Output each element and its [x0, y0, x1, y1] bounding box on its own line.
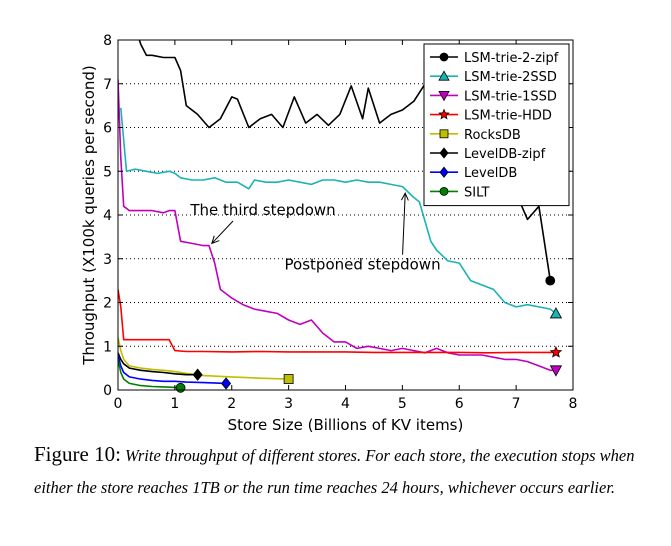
y-tick-label-2: 2 [103, 296, 112, 312]
throughput-chart: 0 1 2 3 4 5 6 7 8 0 1 2 3 4 5 6 7 8 Store Size (Billions … [80, 33, 577, 434]
series-end-marker-5 [192, 368, 203, 381]
legend: LSM-trie-2-zipf LSM-trie-2SSD LSM-trie-1SS… [423, 43, 570, 207]
legend-marker-0 [439, 52, 449, 62]
x-tick-label-8: 8 [569, 396, 578, 412]
caption-label: Figure 10: [34, 442, 121, 466]
x-tick-label-7: 7 [512, 396, 521, 412]
legend-marker-5 [439, 147, 449, 159]
x-tick-label-3: 3 [284, 396, 293, 412]
series-end-marker-1 [549, 307, 563, 319]
y-tick-label-1: 1 [103, 339, 112, 355]
legend-box [423, 43, 570, 207]
series-line-3 [118, 289, 556, 354]
legend-label-1: LSM-trie-2SSD [464, 70, 557, 85]
series-line-7 [118, 359, 181, 389]
annotation-text-0: The third stepdown [189, 201, 335, 219]
annotation-arrow-line-1 [402, 193, 406, 255]
x-axis-label: Store Size (Billions of KV items) [228, 416, 464, 434]
series-end-marker-7 [175, 382, 186, 393]
annotations: The third stepdown Postponed stepdown [189, 191, 441, 274]
legend-label-4: RocksDB [464, 128, 521, 143]
y-tick-label-4: 4 [103, 208, 112, 224]
annotation-arrow-line-0 [211, 220, 234, 244]
legend-marker-3 [438, 108, 450, 120]
annotation-text-1: Postponed stepdown [285, 256, 441, 274]
series-line-1 [120, 107, 557, 315]
y-tick-label-7: 7 [103, 77, 112, 93]
series-line-5 [118, 352, 198, 376]
legend-marker-2 [438, 91, 450, 102]
legend-label-5: LevelDB-zipf [464, 147, 546, 162]
series-end-marker-4 [283, 374, 294, 384]
legend-label-7: SILT [464, 185, 490, 200]
legend-marker-4 [439, 129, 449, 139]
annotation-arrow-head-0 [211, 235, 220, 245]
legend-label-0: LSM-trie-2-zipf [464, 51, 559, 66]
series-end-marker-2 [549, 365, 563, 377]
series-line-6 [118, 354, 227, 385]
y-axis-label: Throughput (X100k queries per second) [80, 65, 98, 366]
series-line-2 [118, 79, 556, 372]
x-tick-label-0: 0 [114, 396, 123, 412]
series-end-marker-3 [549, 345, 563, 358]
x-tick-label-1: 1 [170, 396, 179, 412]
series-end-markers [175, 275, 563, 393]
legend-marker-7 [439, 186, 449, 196]
figure-caption: Figure 10: Write throughput of different… [34, 438, 649, 504]
caption-text: Write throughput of different stores. Fo… [34, 446, 635, 497]
series-end-marker-6 [221, 377, 232, 390]
legend-marker-6 [439, 166, 449, 178]
y-tick-label-0: 0 [103, 383, 112, 399]
y-tick-label-3: 3 [103, 252, 112, 268]
y-tick-label-8: 8 [103, 33, 112, 49]
legend-marker-1 [438, 70, 450, 81]
x-tick-label-5: 5 [398, 396, 407, 412]
y-tick-label-6: 6 [103, 121, 112, 137]
annotation-arrow-head-1 [400, 191, 409, 201]
x-tick-label-2: 2 [227, 396, 236, 412]
axis-ticks: 0 1 2 3 4 5 6 7 8 0 1 2 3 4 5 6 7 8 [103, 33, 577, 412]
legend-label-2: LSM-trie-1SSD [464, 89, 557, 104]
legend-label-6: LevelDB [464, 166, 517, 181]
x-tick-label-4: 4 [341, 396, 350, 412]
series-line-4 [118, 337, 289, 380]
series-end-marker-0 [545, 275, 556, 286]
legend-label-3: LSM-trie-HDD [464, 109, 552, 124]
x-tick-label-6: 6 [455, 396, 464, 412]
y-tick-label-5: 5 [103, 164, 112, 180]
